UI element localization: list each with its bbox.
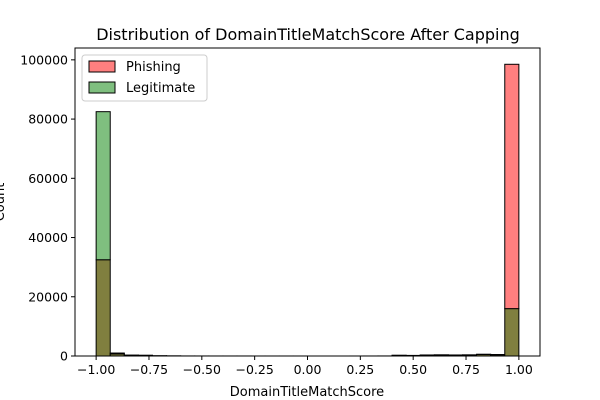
legend: Phishing Legitimate [81, 54, 208, 102]
y-tick-label: 60000 [28, 171, 68, 186]
chart-title: Distribution of DomainTitleMatchScore Af… [96, 25, 520, 44]
x-axis-ticks: −1.00 −0.75 −0.50 −0.25 0.00 0.25 0.50 0.75 1.00 [77, 356, 533, 377]
x-axis-label: DomainTitleMatchScore [230, 385, 384, 400]
bar-overlap-bin-0 [95, 259, 111, 357]
x-tick-label: 0.25 [346, 362, 374, 377]
bars-group [95, 63, 520, 357]
y-tick-label: 80000 [28, 112, 68, 127]
legend-label-phishing: Phishing [126, 60, 181, 75]
x-tick-label: −0.75 [130, 362, 168, 377]
y-tick-label: 40000 [28, 230, 68, 245]
y-axis-ticks: 0 20000 40000 60000 80000 100000 [20, 52, 75, 364]
bar-overlap-bin-29 [504, 308, 520, 357]
bar-legitimate-bin-1 [109, 352, 125, 355]
y-tick-label: 100000 [20, 52, 68, 67]
x-tick-label: 0.50 [399, 362, 427, 377]
legend-swatch-legitimate [88, 81, 116, 94]
y-axis-label: Count [0, 183, 8, 222]
x-tick-label: −1.00 [77, 362, 115, 377]
x-tick-label: 0.75 [452, 362, 480, 377]
legend-label-legitimate: Legitimate [126, 81, 195, 96]
bar-phishing-bin-29 [504, 63, 520, 310]
bar-legitimate-bin-0 [95, 111, 111, 261]
x-tick-label: −0.50 [183, 362, 221, 377]
x-tick-label: 1.00 [505, 362, 533, 377]
x-tick-label: 0.00 [294, 362, 322, 377]
plot-frame [74, 47, 541, 357]
x-tick-label: −0.25 [236, 362, 274, 377]
y-tick-label: 0 [60, 349, 68, 364]
legend-swatch-phishing [88, 60, 116, 73]
y-tick-label: 20000 [28, 289, 68, 304]
